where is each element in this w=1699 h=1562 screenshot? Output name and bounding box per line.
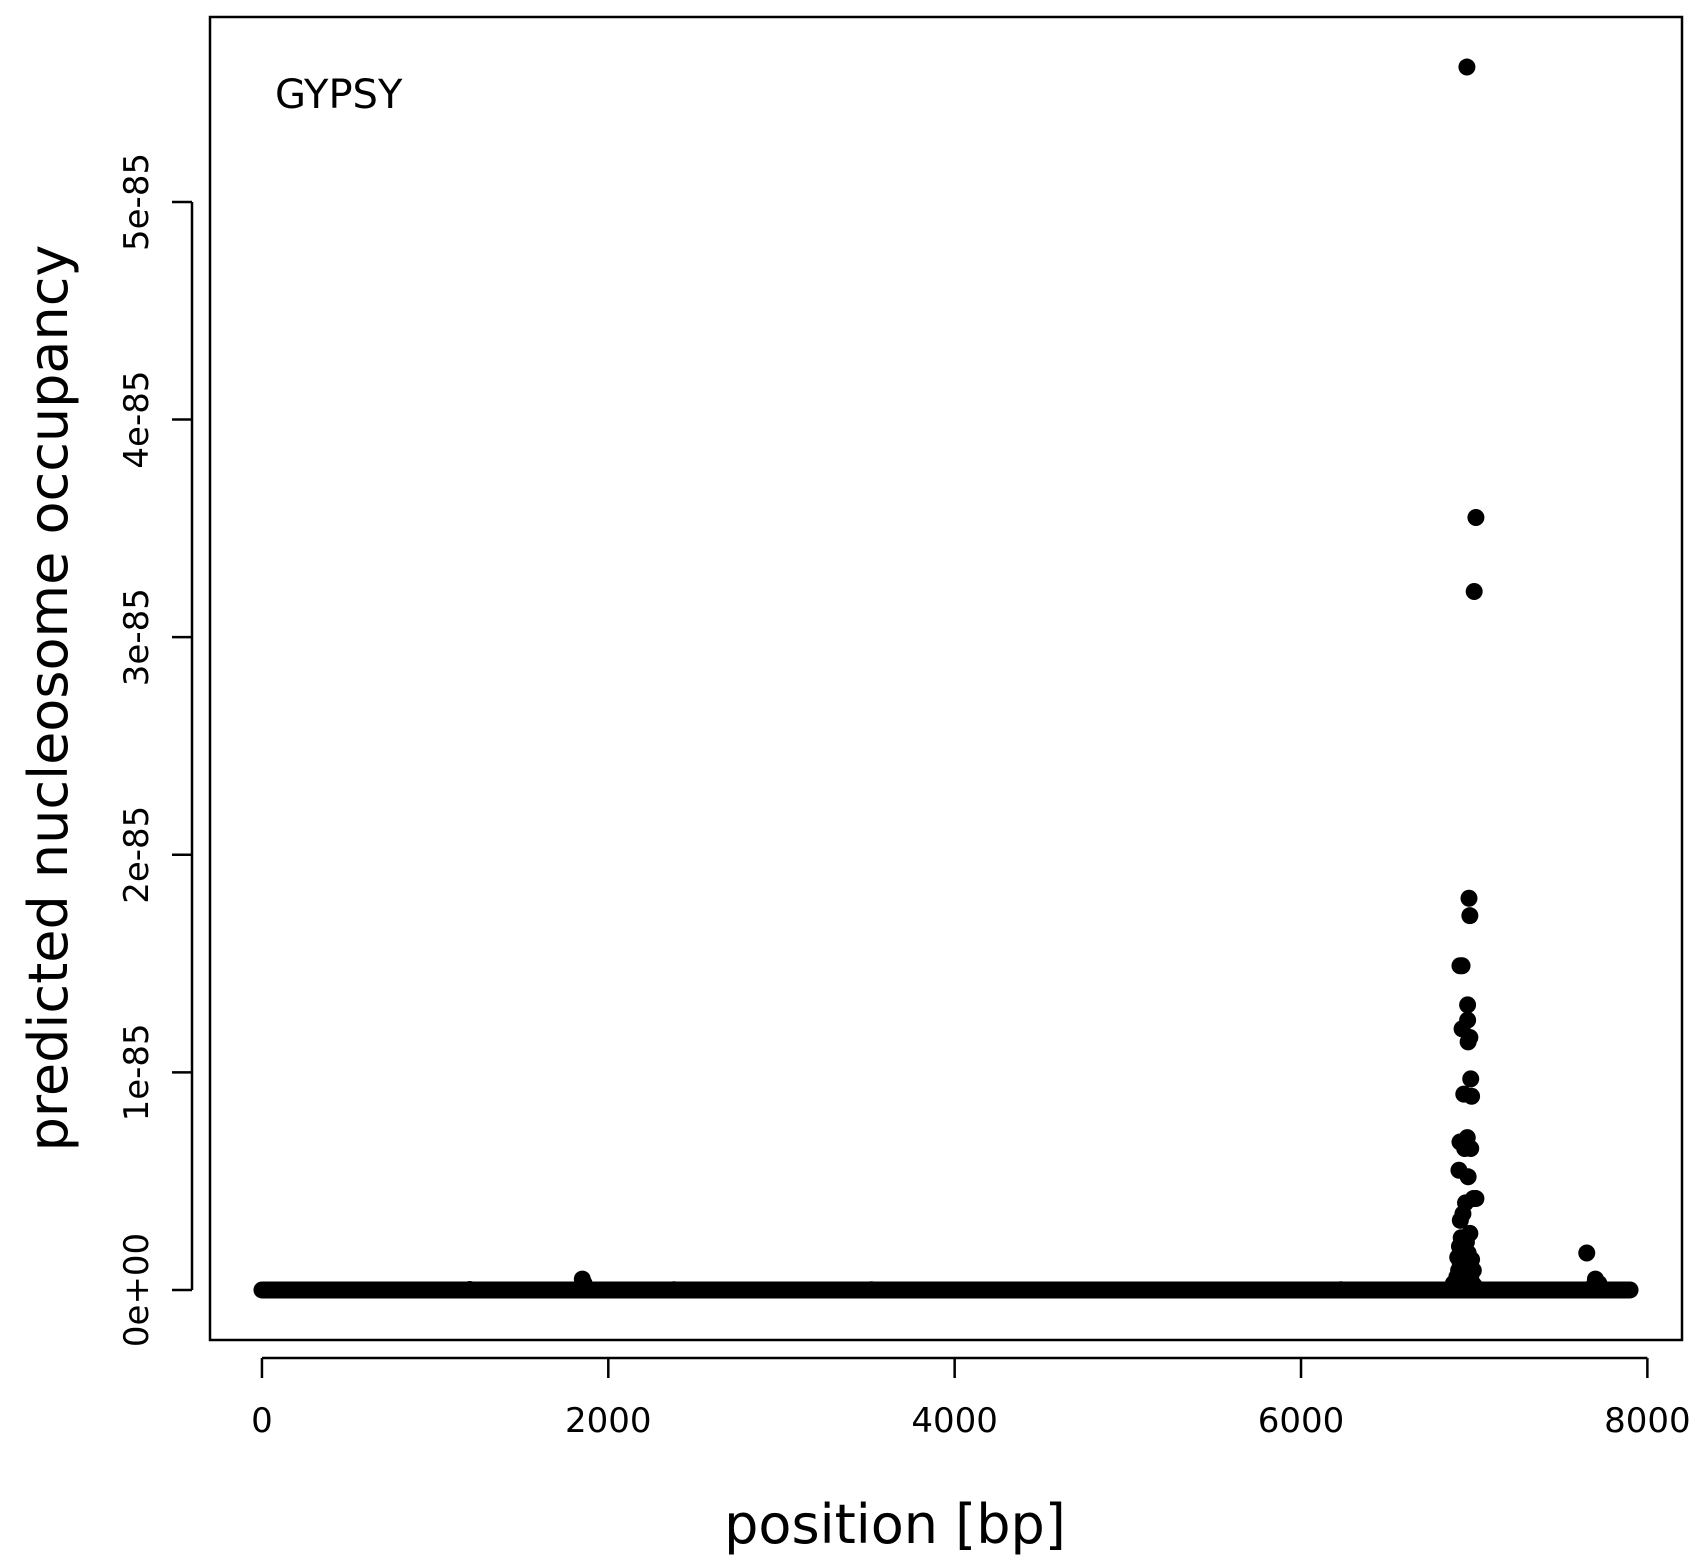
x-tick-label: 6000 [1258, 1401, 1345, 1441]
data-point [1459, 996, 1477, 1014]
y-tick-label: 0e+00 [117, 1233, 157, 1347]
y-tick-label: 2e-85 [117, 806, 157, 904]
data-point [1462, 1070, 1480, 1088]
data-points [253, 58, 1639, 1299]
x-axis: 0 2000 4000 6000 8000 [251, 1356, 1691, 1441]
data-point [1464, 1261, 1482, 1279]
x-tick-label: 0 [251, 1401, 273, 1441]
data-point [1450, 1161, 1468, 1179]
data-point [1459, 1011, 1477, 1029]
data-point [1463, 1087, 1481, 1105]
plot-frame [208, 15, 1684, 1342]
y-axis-title: predicted nucleosome occupancy [17, 245, 80, 1152]
y-tick-label: 1e-85 [117, 1023, 157, 1121]
data-point [575, 1274, 593, 1292]
x-tick-label: 8000 [1604, 1401, 1691, 1441]
data-point [1458, 58, 1476, 76]
data-point [1465, 582, 1483, 600]
data-point [1461, 907, 1479, 925]
x-tick-label: 4000 [911, 1401, 998, 1441]
data-point [1467, 508, 1485, 526]
data-point [1578, 1244, 1596, 1262]
data-point [461, 1281, 479, 1299]
y-tick-label: 3e-85 [117, 588, 157, 686]
data-point [665, 1281, 683, 1299]
x-tick-label: 2000 [565, 1401, 652, 1441]
panel-label: GYPSY [275, 72, 403, 118]
data-point [1460, 889, 1478, 907]
data-point [1461, 1224, 1479, 1242]
data-point [1585, 1277, 1603, 1295]
data-point [1467, 1190, 1485, 1208]
y-tick-label: 4e-85 [117, 371, 157, 469]
x-axis-title: position [bp] [724, 1493, 1066, 1556]
data-point [1332, 1281, 1350, 1299]
data-point [1453, 957, 1471, 975]
data-point [863, 1281, 881, 1299]
y-tick-label: 5e-85 [117, 153, 157, 251]
y-axis: 0e+00 1e-85 2e-85 3e-85 4e-85 5e-85 [117, 153, 194, 1347]
data-point [1456, 1140, 1474, 1158]
data-point [1457, 1277, 1475, 1295]
